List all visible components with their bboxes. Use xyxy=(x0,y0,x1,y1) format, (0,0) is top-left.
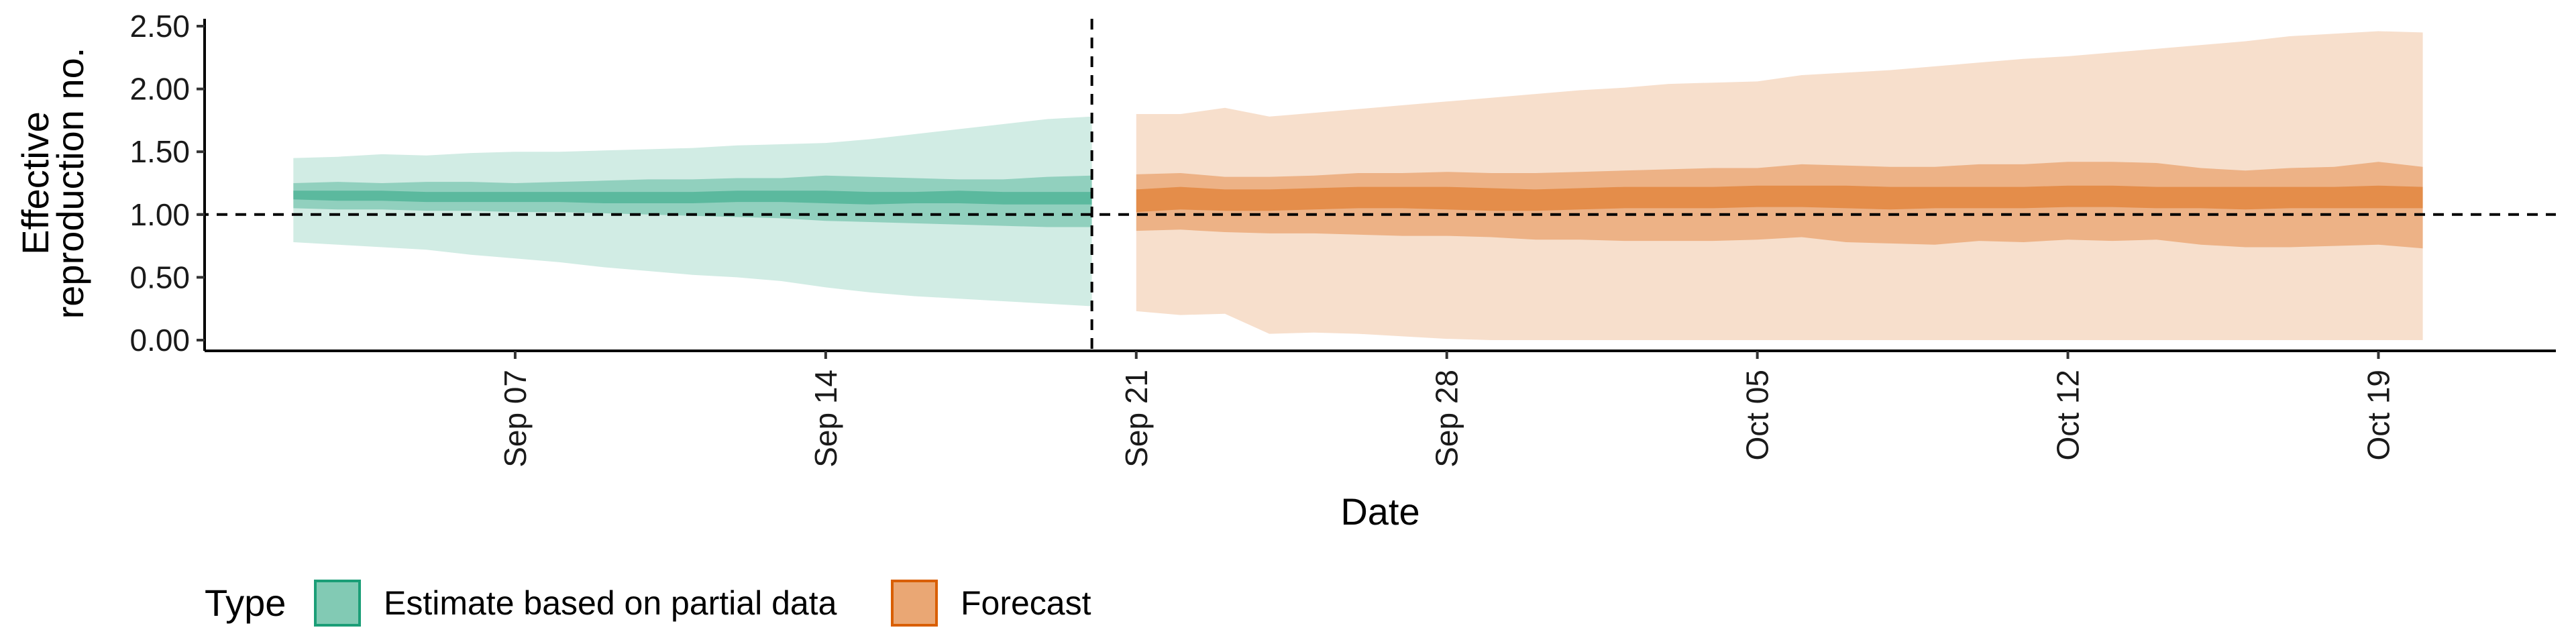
x-tick-label: Sep 14 xyxy=(808,370,843,468)
ribbon-ci90-forecast xyxy=(1136,31,2423,340)
y-axis-title-line: Effective xyxy=(14,111,56,255)
y-tick-label: 2.00 xyxy=(129,72,190,107)
legend-key-forecast xyxy=(891,580,938,627)
y-axis-title-line: reproduction no. xyxy=(49,48,91,319)
x-tick-label: Sep 21 xyxy=(1119,370,1154,468)
legend-title: Type xyxy=(205,582,286,624)
y-tick-label: 1.50 xyxy=(129,134,190,169)
axes: 0.00 0.50 1.00 1.50 2.00 2.50 Sep 07 Sep 14 Sep … xyxy=(129,9,2556,468)
x-tick-label: Oct 12 xyxy=(2051,370,2086,461)
ribbon-layer xyxy=(293,31,2423,340)
y-tick-label: 0.00 xyxy=(129,323,190,358)
x-tick-label: Sep 28 xyxy=(1430,370,1464,468)
y-tick-label: 2.50 xyxy=(129,9,190,44)
x-tick-label: Oct 19 xyxy=(2361,370,2396,461)
ribbon-ci50-forecast xyxy=(1136,162,2423,249)
legend-label: Estimate based on partial data xyxy=(384,584,837,622)
ribbon-ci20-forecast xyxy=(1136,185,2423,213)
x-axis-title: Date xyxy=(1340,490,1419,533)
x-tick-label: Oct 05 xyxy=(1740,370,1775,461)
ribbon-ci90-estimate xyxy=(293,116,1092,307)
legend-label: Forecast xyxy=(961,584,1091,622)
x-tick-label: Sep 07 xyxy=(498,370,533,468)
legend-key-estimate xyxy=(314,580,361,627)
ribbon-ci20-estimate xyxy=(293,191,1092,205)
y-tick-label: 1.00 xyxy=(129,197,190,232)
y-tick-label: 0.50 xyxy=(129,260,190,294)
legend: Type Estimate based on partial data Foreca… xyxy=(205,580,1091,627)
ribbon-ci50-estimate xyxy=(293,175,1092,227)
